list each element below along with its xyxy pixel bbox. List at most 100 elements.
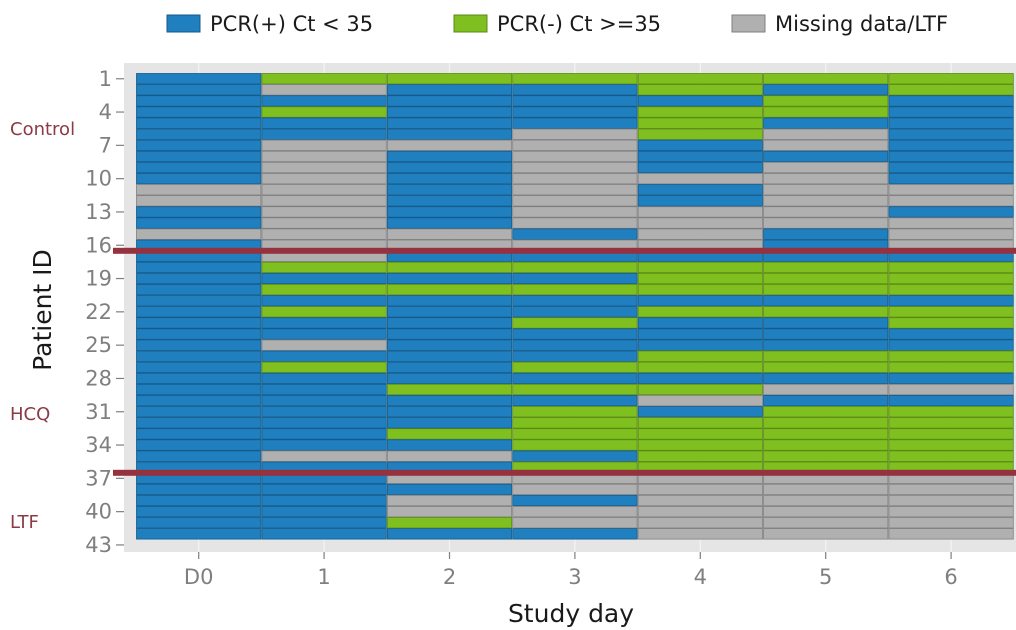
cell-patient-25-day-2: [386, 339, 513, 351]
cell-patient-38-day-3: [512, 483, 638, 496]
x-axis-title: Study day: [508, 599, 634, 628]
cell-patient-39-day-6: [888, 494, 1014, 507]
cell-patient-41-day-0: [136, 517, 262, 529]
cell-patient-19-day-6: [888, 272, 1014, 285]
cell-patient-35-day-2: [386, 450, 513, 462]
cell-patient-29-day-3: [512, 383, 638, 396]
cell-patient-33-day-2: [386, 428, 513, 440]
cell-patient-3-day-5: [763, 95, 889, 107]
cell-patient-3-day-0: [136, 95, 262, 107]
cell-patient-29-day-1: [261, 383, 387, 396]
cell-patient-34-day-4: [637, 439, 763, 451]
y-tick-label-1: 1: [99, 67, 112, 91]
cell-patient-24-day-4: [637, 328, 763, 340]
cell-patient-32-day-0: [136, 417, 262, 429]
y-tick-label-13: 13: [85, 200, 112, 224]
cell-patient-12-day-6: [888, 195, 1014, 207]
cell-patient-1-day-2: [386, 73, 513, 85]
cell-patient-19-day-3: [512, 272, 638, 285]
cell-patient-28-day-3: [512, 372, 638, 385]
cell-patient-27-day-3: [512, 361, 638, 374]
cell-patient-22-day-1: [261, 306, 387, 318]
cell-patient-42-day-1: [261, 528, 387, 540]
cell-patient-34-day-3: [512, 439, 638, 451]
cell-patient-8-day-6: [888, 150, 1014, 163]
cell-patient-32-day-1: [261, 417, 387, 429]
cell-patient-3-day-4: [637, 95, 763, 107]
cell-patient-6-day-3: [512, 128, 638, 140]
cell-patient-7-day-4: [637, 139, 763, 152]
cell-patient-13-day-4: [637, 206, 763, 218]
cell-patient-20-day-2: [386, 283, 513, 296]
cell-patient-22-day-0: [136, 306, 262, 318]
cell-patient-10-day-4: [637, 172, 763, 185]
cell-patient-29-day-0: [136, 383, 262, 396]
cell-patient-3-day-3: [512, 95, 638, 107]
cell-patient-6-day-6: [888, 128, 1014, 140]
cell-patient-8-day-3: [512, 150, 638, 163]
cell-patient-5-day-4: [637, 117, 763, 129]
cell-patient-40-day-3: [512, 505, 638, 518]
y-tick-label-40: 40: [85, 500, 112, 524]
cell-patient-31-day-2: [386, 406, 513, 418]
cell-patient-26-day-2: [386, 350, 513, 362]
cell-patient-39-day-3: [512, 494, 638, 507]
cell-patient-22-day-5: [763, 306, 889, 318]
x-tick-label-0: D0: [184, 565, 214, 589]
cell-patient-9-day-6: [888, 161, 1014, 174]
cell-patient-24-day-6: [888, 328, 1014, 340]
cell-patient-32-day-3: [512, 417, 638, 429]
cell-patient-34-day-6: [888, 439, 1014, 451]
cell-patient-2-day-6: [888, 84, 1014, 96]
y-tick-label-7: 7: [99, 133, 112, 157]
cell-patient-41-day-2: [386, 517, 513, 529]
y-tick-label-19: 19: [85, 267, 112, 291]
cell-patient-30-day-3: [512, 394, 638, 407]
cell-patient-28-day-6: [888, 372, 1014, 385]
cell-patient-9-day-0: [136, 161, 262, 174]
y-tick-label-28: 28: [85, 366, 112, 390]
cell-patient-35-day-3: [512, 450, 638, 462]
y-tick-label-37: 37: [85, 466, 112, 490]
cell-patient-14-day-1: [261, 217, 387, 229]
cell-patient-8-day-4: [637, 150, 763, 163]
cell-patient-32-day-2: [386, 417, 513, 429]
cell-patient-13-day-5: [763, 206, 889, 218]
cell-patient-28-day-5: [763, 372, 889, 385]
y-axis-title: Patient ID: [28, 249, 57, 371]
cell-patient-40-day-1: [261, 505, 387, 518]
cell-patient-35-day-5: [763, 450, 889, 462]
cell-patient-6-day-1: [261, 128, 387, 140]
cell-patient-41-day-5: [763, 517, 889, 529]
cell-patient-12-day-3: [512, 195, 638, 207]
cell-patient-10-day-5: [763, 172, 889, 185]
cell-patient-21-day-5: [763, 295, 889, 307]
cell-patient-4-day-4: [637, 106, 763, 118]
cell-patient-4-day-5: [763, 106, 889, 118]
cell-patient-33-day-4: [637, 428, 763, 440]
y-tick-label-16: 16: [85, 233, 112, 257]
cell-patient-42-day-5: [763, 528, 889, 540]
cell-patient-21-day-4: [637, 295, 763, 307]
cell-patient-40-day-5: [763, 505, 889, 518]
cell-patient-27-day-0: [136, 361, 262, 374]
cell-patient-14-day-5: [763, 217, 889, 229]
cell-patient-27-day-5: [763, 361, 889, 374]
cell-patient-25-day-1: [261, 339, 387, 351]
cell-patient-24-day-2: [386, 328, 513, 340]
cell-patient-18-day-1: [261, 261, 387, 274]
cell-patient-8-day-1: [261, 150, 387, 163]
cell-patient-10-day-1: [261, 172, 387, 185]
cell-patient-29-day-4: [637, 383, 763, 396]
cell-patient-42-day-6: [888, 528, 1014, 540]
cell-patient-18-day-5: [763, 261, 889, 274]
group-separators: [113, 247, 1016, 476]
cell-patient-33-day-5: [763, 428, 889, 440]
cell-patient-18-day-2: [386, 261, 513, 274]
cell-patient-32-day-4: [637, 417, 763, 429]
cell-patient-20-day-1: [261, 283, 387, 296]
cell-patient-41-day-6: [888, 517, 1014, 529]
cell-patient-5-day-0: [136, 117, 262, 129]
cell-patient-15-day-1: [261, 228, 387, 240]
cell-patient-9-day-4: [637, 161, 763, 174]
